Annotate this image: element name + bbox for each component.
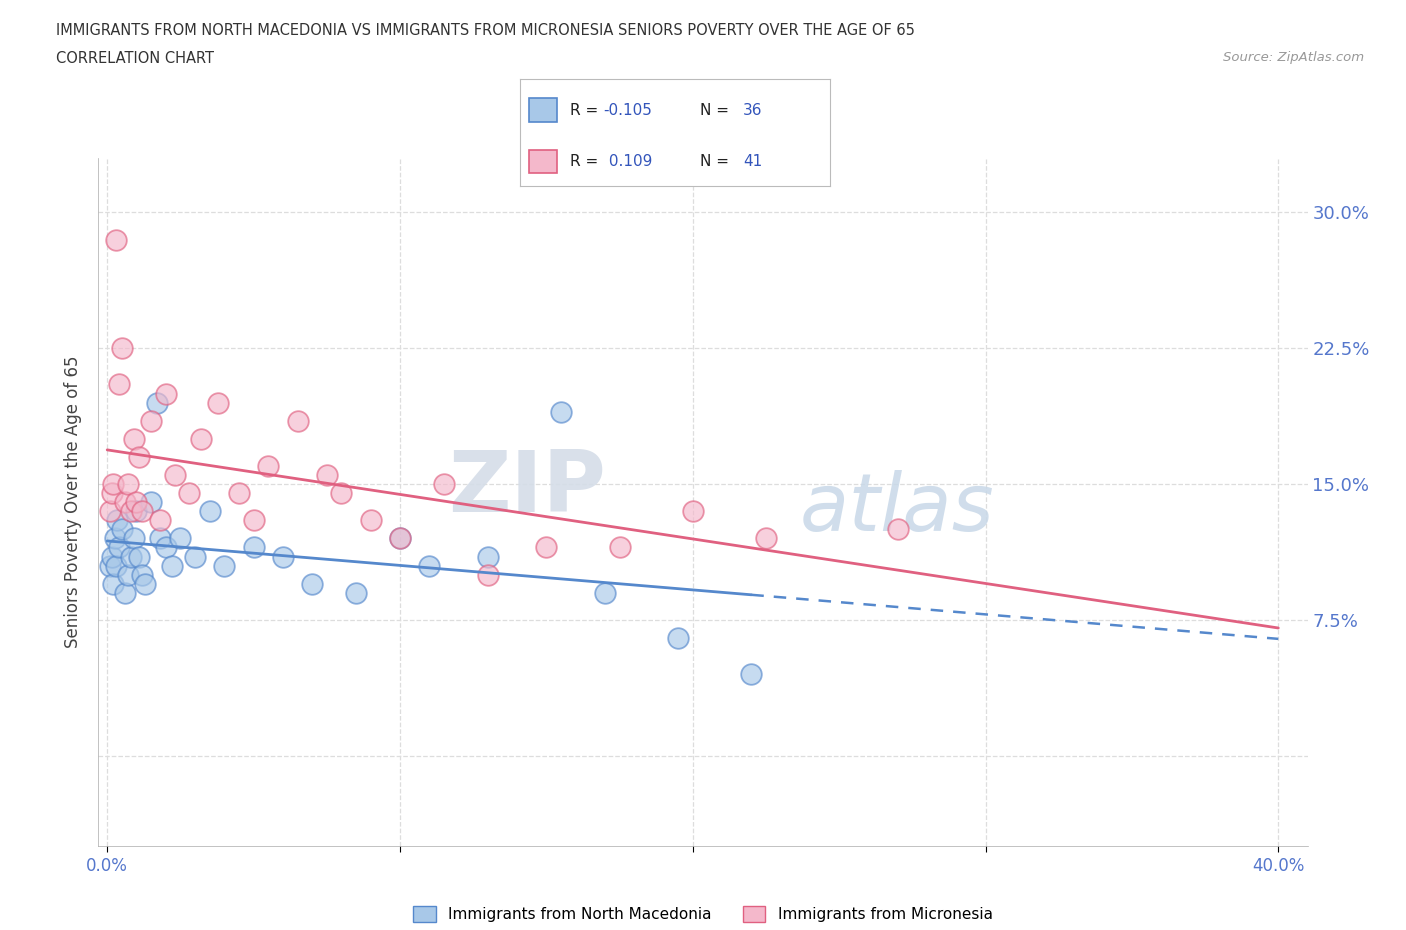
Text: IMMIGRANTS FROM NORTH MACEDONIA VS IMMIGRANTS FROM MICRONESIA SENIORS POVERTY OV: IMMIGRANTS FROM NORTH MACEDONIA VS IMMIG… xyxy=(56,23,915,38)
Text: R =: R = xyxy=(569,153,603,169)
Point xyxy=(198,504,221,519)
Point xyxy=(682,504,704,519)
Point xyxy=(103,531,125,546)
Point xyxy=(418,558,440,573)
Point xyxy=(228,485,250,500)
Point xyxy=(120,504,142,519)
Point xyxy=(301,577,323,591)
Point xyxy=(111,340,134,355)
Point xyxy=(740,667,762,682)
Point xyxy=(104,558,127,573)
Text: 0.109: 0.109 xyxy=(603,153,652,169)
FancyBboxPatch shape xyxy=(530,150,557,173)
Point xyxy=(214,558,236,573)
Point xyxy=(101,477,124,492)
Text: N =: N = xyxy=(700,102,734,117)
Point xyxy=(117,477,139,492)
Y-axis label: Seniors Poverty Over the Age of 65: Seniors Poverty Over the Age of 65 xyxy=(65,356,83,648)
Text: R =: R = xyxy=(569,102,603,117)
Text: Source: ZipAtlas.com: Source: ZipAtlas.com xyxy=(1223,51,1364,64)
Point xyxy=(886,522,908,537)
Point xyxy=(155,386,177,401)
Point xyxy=(122,432,145,446)
Point xyxy=(114,585,136,600)
Text: 36: 36 xyxy=(742,102,762,117)
Point xyxy=(108,540,131,555)
Point xyxy=(155,540,177,555)
Point xyxy=(344,585,367,600)
Point xyxy=(139,495,162,510)
Point xyxy=(160,558,183,573)
Point xyxy=(107,512,129,527)
Point xyxy=(388,531,411,546)
Text: N =: N = xyxy=(700,153,734,169)
Text: CORRELATION CHART: CORRELATION CHART xyxy=(56,51,214,66)
Point xyxy=(117,567,139,582)
Point xyxy=(98,558,121,573)
Point xyxy=(550,405,572,419)
Point xyxy=(184,549,207,564)
Point xyxy=(477,567,499,582)
Point xyxy=(100,485,122,500)
Point xyxy=(388,531,411,546)
Point xyxy=(146,395,169,410)
Point xyxy=(169,531,191,546)
Point xyxy=(257,458,280,473)
Point xyxy=(666,631,689,645)
Point xyxy=(98,504,121,519)
Point xyxy=(149,512,172,527)
Point xyxy=(108,377,131,392)
Point xyxy=(163,468,186,483)
Point xyxy=(242,512,264,527)
Legend: Immigrants from North Macedonia, Immigrants from Micronesia: Immigrants from North Macedonia, Immigra… xyxy=(408,900,998,928)
Point xyxy=(134,577,156,591)
Point xyxy=(111,522,134,537)
Point xyxy=(131,567,153,582)
Point xyxy=(128,449,150,464)
Point xyxy=(120,549,142,564)
Point xyxy=(125,495,148,510)
Point xyxy=(360,512,382,527)
Point xyxy=(190,432,212,446)
Point xyxy=(207,395,229,410)
FancyBboxPatch shape xyxy=(530,99,557,122)
Point xyxy=(149,531,172,546)
Point xyxy=(609,540,631,555)
Point xyxy=(122,531,145,546)
Point xyxy=(131,504,153,519)
Point xyxy=(287,413,309,428)
Point xyxy=(114,495,136,510)
Point xyxy=(755,531,778,546)
Point xyxy=(139,413,162,428)
Text: 41: 41 xyxy=(742,153,762,169)
Point xyxy=(271,549,294,564)
Point xyxy=(179,485,201,500)
Point xyxy=(104,232,127,247)
Text: ZIP: ZIP xyxy=(449,447,606,530)
Point xyxy=(536,540,558,555)
Point xyxy=(100,549,122,564)
Text: atlas: atlas xyxy=(800,470,994,548)
Text: -0.105: -0.105 xyxy=(603,102,652,117)
Point xyxy=(477,549,499,564)
Point xyxy=(330,485,353,500)
Point xyxy=(315,468,337,483)
Point xyxy=(593,585,616,600)
Point xyxy=(433,477,456,492)
Point xyxy=(242,540,264,555)
Point xyxy=(125,504,148,519)
Point xyxy=(128,549,150,564)
Point xyxy=(101,577,124,591)
